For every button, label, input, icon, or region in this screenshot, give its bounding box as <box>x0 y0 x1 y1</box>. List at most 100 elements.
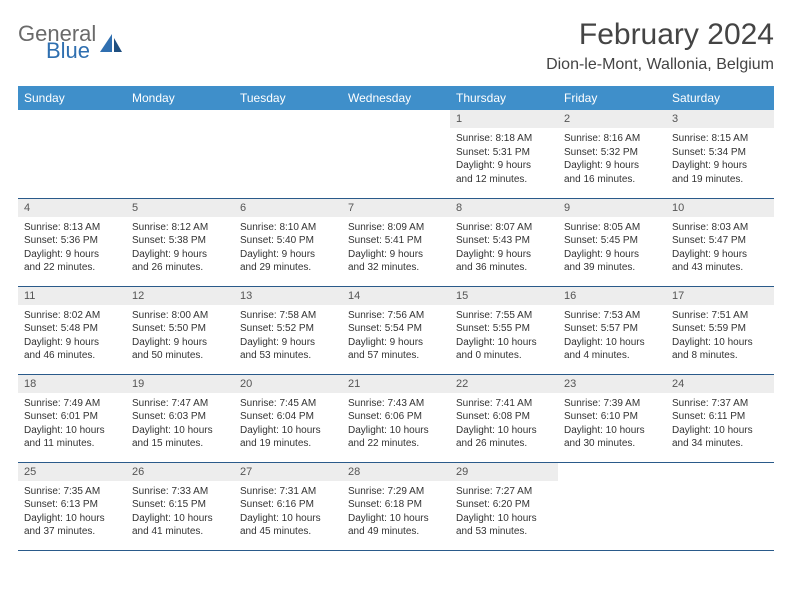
calendar-cell: 25Sunrise: 7:35 AMSunset: 6:13 PMDayligh… <box>18 462 126 550</box>
date-number: 6 <box>234 199 342 217</box>
date-number: 24 <box>666 375 774 393</box>
date-number: 19 <box>126 375 234 393</box>
daylight1-text: Daylight: 10 hours <box>132 424 228 438</box>
daylight2-text: and 41 minutes. <box>132 525 228 539</box>
calendar-cell: 24Sunrise: 7:37 AMSunset: 6:11 PMDayligh… <box>666 374 774 462</box>
cell-body: Sunrise: 8:00 AMSunset: 5:50 PMDaylight:… <box>126 305 234 369</box>
day-header: Wednesday <box>342 86 450 110</box>
sunrise-text: Sunrise: 7:56 AM <box>348 309 444 323</box>
cell-body: Sunrise: 7:31 AMSunset: 6:16 PMDaylight:… <box>234 481 342 545</box>
sunrise-text: Sunrise: 7:49 AM <box>24 397 120 411</box>
sunrise-text: Sunrise: 7:58 AM <box>240 309 336 323</box>
logo-text: General Blue <box>18 24 96 62</box>
calendar-cell: 23Sunrise: 7:39 AMSunset: 6:10 PMDayligh… <box>558 374 666 462</box>
cell-body: Sunrise: 8:09 AMSunset: 5:41 PMDaylight:… <box>342 217 450 281</box>
sunset-text: Sunset: 5:47 PM <box>672 234 768 248</box>
cell-body: Sunrise: 7:35 AMSunset: 6:13 PMDaylight:… <box>18 481 126 545</box>
daylight1-text: Daylight: 9 hours <box>672 159 768 173</box>
daylight2-text: and 29 minutes. <box>240 261 336 275</box>
date-number: 28 <box>342 463 450 481</box>
daylight1-text: Daylight: 9 hours <box>564 248 660 262</box>
daylight1-text: Daylight: 10 hours <box>672 424 768 438</box>
calendar-cell: 8Sunrise: 8:07 AMSunset: 5:43 PMDaylight… <box>450 198 558 286</box>
daylight1-text: Daylight: 10 hours <box>564 424 660 438</box>
daylight2-text: and 4 minutes. <box>564 349 660 363</box>
sunrise-text: Sunrise: 7:39 AM <box>564 397 660 411</box>
header: General Blue February 2024 Dion-le-Mont,… <box>18 18 774 74</box>
calendar-cell: 16Sunrise: 7:53 AMSunset: 5:57 PMDayligh… <box>558 286 666 374</box>
sunset-text: Sunset: 5:40 PM <box>240 234 336 248</box>
calendar-cell <box>234 110 342 198</box>
cell-body: Sunrise: 8:13 AMSunset: 5:36 PMDaylight:… <box>18 217 126 281</box>
sunrise-text: Sunrise: 7:51 AM <box>672 309 768 323</box>
daylight2-text: and 30 minutes. <box>564 437 660 451</box>
sunrise-text: Sunrise: 8:15 AM <box>672 132 768 146</box>
calendar-cell: 28Sunrise: 7:29 AMSunset: 6:18 PMDayligh… <box>342 462 450 550</box>
date-number: 7 <box>342 199 450 217</box>
calendar-cell: 12Sunrise: 8:00 AMSunset: 5:50 PMDayligh… <box>126 286 234 374</box>
daylight2-text: and 19 minutes. <box>240 437 336 451</box>
daylight1-text: Daylight: 9 hours <box>240 248 336 262</box>
daylight1-text: Daylight: 9 hours <box>456 248 552 262</box>
sunset-text: Sunset: 6:08 PM <box>456 410 552 424</box>
daylight1-text: Daylight: 10 hours <box>456 512 552 526</box>
sunset-text: Sunset: 5:48 PM <box>24 322 120 336</box>
calendar-cell: 20Sunrise: 7:45 AMSunset: 6:04 PMDayligh… <box>234 374 342 462</box>
cell-body: Sunrise: 8:03 AMSunset: 5:47 PMDaylight:… <box>666 217 774 281</box>
sunrise-text: Sunrise: 7:55 AM <box>456 309 552 323</box>
location: Dion-le-Mont, Wallonia, Belgium <box>546 56 774 74</box>
cell-body: Sunrise: 7:47 AMSunset: 6:03 PMDaylight:… <box>126 393 234 457</box>
sunset-text: Sunset: 5:36 PM <box>24 234 120 248</box>
sunrise-text: Sunrise: 8:12 AM <box>132 221 228 235</box>
date-number <box>126 110 234 128</box>
sunset-text: Sunset: 5:54 PM <box>348 322 444 336</box>
date-number: 8 <box>450 199 558 217</box>
sunset-text: Sunset: 5:31 PM <box>456 146 552 160</box>
cell-body: Sunrise: 7:37 AMSunset: 6:11 PMDaylight:… <box>666 393 774 457</box>
sunset-text: Sunset: 6:04 PM <box>240 410 336 424</box>
sunset-text: Sunset: 6:16 PM <box>240 498 336 512</box>
cell-body: Sunrise: 8:12 AMSunset: 5:38 PMDaylight:… <box>126 217 234 281</box>
date-number: 29 <box>450 463 558 481</box>
sunrise-text: Sunrise: 8:03 AM <box>672 221 768 235</box>
daylight2-text: and 26 minutes. <box>456 437 552 451</box>
sunrise-text: Sunrise: 8:07 AM <box>456 221 552 235</box>
calendar-cell: 29Sunrise: 7:27 AMSunset: 6:20 PMDayligh… <box>450 462 558 550</box>
sunrise-text: Sunrise: 7:37 AM <box>672 397 768 411</box>
daylight1-text: Daylight: 10 hours <box>456 424 552 438</box>
calendar-row: 11Sunrise: 8:02 AMSunset: 5:48 PMDayligh… <box>18 286 774 374</box>
cell-body: Sunrise: 8:15 AMSunset: 5:34 PMDaylight:… <box>666 128 774 192</box>
calendar-cell: 5Sunrise: 8:12 AMSunset: 5:38 PMDaylight… <box>126 198 234 286</box>
date-number: 22 <box>450 375 558 393</box>
sunset-text: Sunset: 6:10 PM <box>564 410 660 424</box>
date-number: 16 <box>558 287 666 305</box>
cell-body: Sunrise: 8:16 AMSunset: 5:32 PMDaylight:… <box>558 128 666 192</box>
date-number: 5 <box>126 199 234 217</box>
date-number: 20 <box>234 375 342 393</box>
cell-body: Sunrise: 8:10 AMSunset: 5:40 PMDaylight:… <box>234 217 342 281</box>
sunset-text: Sunset: 6:01 PM <box>24 410 120 424</box>
date-number <box>234 110 342 128</box>
calendar-cell: 26Sunrise: 7:33 AMSunset: 6:15 PMDayligh… <box>126 462 234 550</box>
daylight2-text: and 36 minutes. <box>456 261 552 275</box>
daylight1-text: Daylight: 10 hours <box>240 512 336 526</box>
calendar-cell: 11Sunrise: 8:02 AMSunset: 5:48 PMDayligh… <box>18 286 126 374</box>
sunrise-text: Sunrise: 8:16 AM <box>564 132 660 146</box>
sunset-text: Sunset: 5:34 PM <box>672 146 768 160</box>
cell-body: Sunrise: 7:27 AMSunset: 6:20 PMDaylight:… <box>450 481 558 545</box>
calendar-cell: 15Sunrise: 7:55 AMSunset: 5:55 PMDayligh… <box>450 286 558 374</box>
daylight1-text: Daylight: 9 hours <box>564 159 660 173</box>
sunrise-text: Sunrise: 7:43 AM <box>348 397 444 411</box>
day-header-row: Sunday Monday Tuesday Wednesday Thursday… <box>18 86 774 110</box>
sunrise-text: Sunrise: 8:13 AM <box>24 221 120 235</box>
day-header: Saturday <box>666 86 774 110</box>
sunset-text: Sunset: 6:15 PM <box>132 498 228 512</box>
sunrise-text: Sunrise: 7:27 AM <box>456 485 552 499</box>
daylight2-text: and 15 minutes. <box>132 437 228 451</box>
date-number: 3 <box>666 110 774 128</box>
daylight2-text: and 50 minutes. <box>132 349 228 363</box>
daylight1-text: Daylight: 10 hours <box>24 512 120 526</box>
sunset-text: Sunset: 6:13 PM <box>24 498 120 512</box>
sunrise-text: Sunrise: 8:18 AM <box>456 132 552 146</box>
daylight2-text: and 16 minutes. <box>564 173 660 187</box>
